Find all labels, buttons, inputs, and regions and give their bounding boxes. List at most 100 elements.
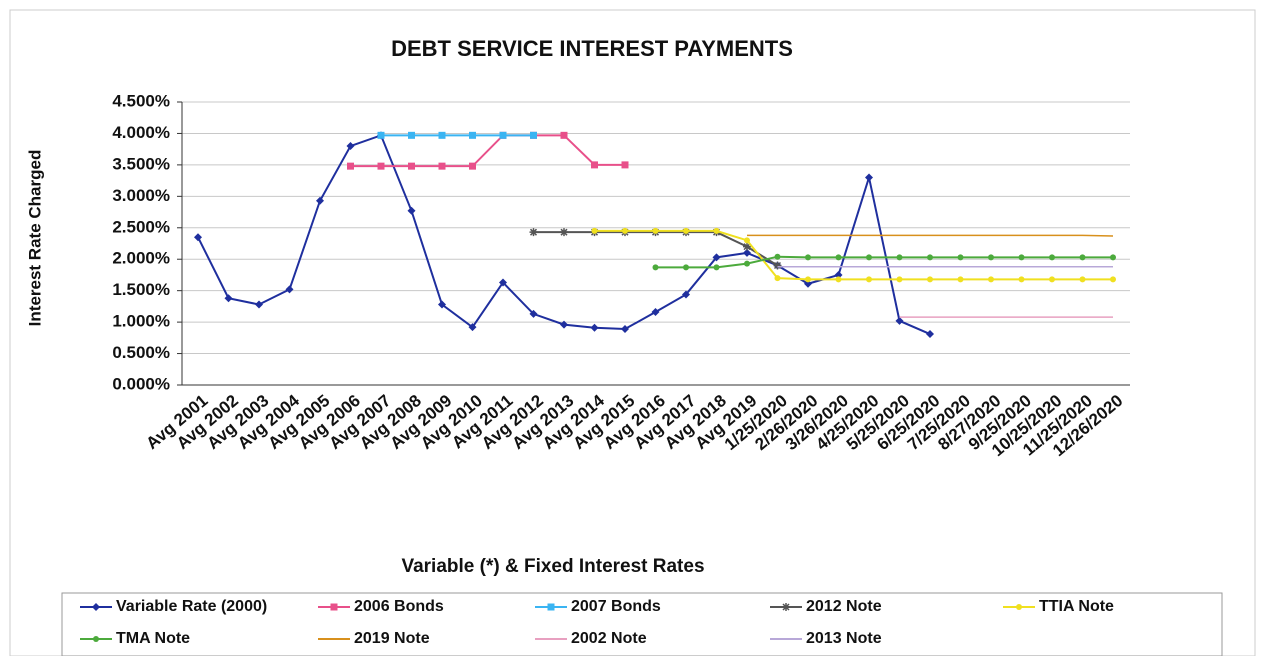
legend-marker bbox=[1016, 604, 1022, 610]
data-point bbox=[438, 162, 446, 170]
data-point bbox=[896, 276, 903, 283]
data-point bbox=[1018, 254, 1025, 261]
data-point bbox=[621, 325, 629, 334]
data-point bbox=[835, 254, 842, 261]
data-point bbox=[469, 131, 476, 139]
data-point bbox=[407, 206, 416, 215]
data-point bbox=[347, 162, 354, 170]
legend-label: Variable Rate (2000) bbox=[116, 598, 267, 615]
data-point bbox=[590, 323, 599, 332]
legend-marker bbox=[93, 636, 99, 642]
y-tick-label: 3.500% bbox=[112, 154, 170, 173]
data-point bbox=[316, 196, 324, 205]
data-point bbox=[713, 227, 720, 234]
data-point bbox=[377, 162, 385, 170]
data-point bbox=[652, 264, 659, 271]
data-point bbox=[438, 300, 446, 309]
data-point bbox=[683, 264, 689, 271]
legend-label: 2007 Bonds bbox=[571, 598, 661, 615]
data-point bbox=[194, 233, 202, 242]
data-point bbox=[468, 323, 477, 332]
data-point bbox=[957, 254, 964, 261]
data-point bbox=[988, 276, 994, 283]
y-tick-label: 0.000% bbox=[112, 374, 170, 393]
data-point bbox=[591, 227, 598, 234]
data-point bbox=[865, 173, 873, 182]
data-point bbox=[744, 237, 750, 244]
data-point bbox=[346, 142, 355, 151]
data-point bbox=[927, 254, 933, 261]
data-point bbox=[285, 285, 294, 294]
data-point bbox=[499, 278, 507, 287]
data-point bbox=[499, 131, 507, 139]
data-point bbox=[927, 276, 933, 283]
chart-title: DEBT SERVICE INTEREST PAYMENTS bbox=[391, 36, 793, 61]
data-point bbox=[743, 242, 751, 251]
data-point bbox=[805, 254, 811, 261]
data-point bbox=[1018, 276, 1025, 283]
data-point bbox=[805, 276, 811, 283]
data-point bbox=[622, 227, 628, 234]
data-point bbox=[744, 260, 750, 267]
data-point bbox=[957, 276, 964, 283]
series-line bbox=[655, 255, 1113, 269]
data-point bbox=[469, 162, 476, 170]
data-point bbox=[866, 276, 872, 283]
data-point bbox=[1049, 276, 1055, 283]
legend-label: TTIA Note bbox=[1039, 598, 1114, 615]
y-axis-title: Interest Rate Charged bbox=[25, 150, 44, 327]
y-tick-label: 3.000% bbox=[112, 186, 170, 205]
data-point bbox=[377, 131, 385, 139]
data-point bbox=[560, 320, 568, 329]
legend-label: 2019 Note bbox=[354, 630, 430, 647]
data-point bbox=[988, 254, 994, 261]
y-tick-label: 2.000% bbox=[112, 249, 170, 268]
legend-label: 2012 Note bbox=[806, 598, 882, 615]
legend-label: TMA Note bbox=[116, 630, 190, 647]
frame bbox=[9, 9, 1256, 656]
data-point bbox=[651, 308, 660, 317]
legend-label: 2006 Bonds bbox=[354, 598, 444, 615]
data-point bbox=[834, 270, 843, 279]
data-point bbox=[835, 276, 842, 283]
data-point bbox=[560, 131, 568, 139]
legend-label: 2013 Note bbox=[806, 630, 882, 647]
data-point bbox=[408, 131, 415, 139]
data-point bbox=[774, 275, 781, 282]
data-point bbox=[896, 254, 903, 261]
legend-box bbox=[61, 592, 1223, 656]
data-point bbox=[438, 131, 446, 139]
data-point bbox=[1049, 254, 1055, 261]
data-point bbox=[713, 264, 720, 271]
data-point bbox=[530, 131, 537, 139]
data-point bbox=[1079, 276, 1086, 283]
series-line bbox=[747, 234, 1114, 237]
data-point bbox=[682, 290, 690, 299]
data-point bbox=[712, 253, 721, 262]
y-tick-label: 4.500% bbox=[112, 91, 170, 110]
x-axis-title: Variable (*) & Fixed Interest Rates bbox=[401, 556, 704, 577]
data-point bbox=[224, 294, 233, 303]
data-point bbox=[408, 162, 415, 170]
data-point bbox=[773, 261, 782, 270]
data-point bbox=[804, 279, 812, 288]
data-point bbox=[683, 227, 689, 234]
y-tick-label: 4.000% bbox=[112, 123, 170, 142]
data-point bbox=[1110, 254, 1116, 261]
series-line bbox=[533, 231, 779, 267]
data-point bbox=[743, 248, 751, 257]
data-point bbox=[926, 330, 934, 339]
data-point bbox=[866, 254, 872, 261]
y-tick-label: 1.500% bbox=[112, 280, 170, 299]
data-point bbox=[621, 161, 629, 169]
legend-marker bbox=[92, 603, 100, 611]
y-tick-label: 1.000% bbox=[112, 312, 170, 331]
legend-marker bbox=[330, 603, 338, 611]
series-line bbox=[594, 229, 1113, 281]
data-point bbox=[1110, 276, 1116, 283]
data-point bbox=[1079, 254, 1086, 261]
legend-marker bbox=[782, 603, 790, 611]
data-point bbox=[591, 161, 598, 169]
data-point bbox=[529, 228, 538, 237]
data-point bbox=[774, 253, 781, 260]
